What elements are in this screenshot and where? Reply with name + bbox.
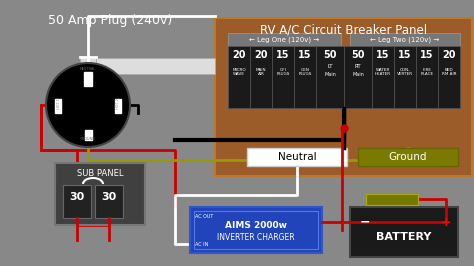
Text: 15: 15 [276, 50, 290, 60]
Bar [316, 46, 344, 108]
Bar [215, 18, 472, 176]
Text: Neutral: Neutral [278, 152, 316, 162]
Text: 50: 50 [323, 50, 337, 60]
Text: HOT 2: HOT 2 [116, 99, 120, 109]
Text: GFI
PLUGS: GFI PLUGS [276, 68, 290, 76]
Text: 15: 15 [398, 50, 412, 60]
Text: 20: 20 [254, 50, 268, 60]
Bar [190, 207, 322, 253]
Text: 30: 30 [101, 192, 117, 202]
Bar [115, 99, 121, 113]
Bar [85, 130, 92, 140]
Bar [416, 46, 438, 108]
Text: AC OUT: AC OUT [195, 214, 213, 218]
Bar [55, 99, 61, 113]
Text: SUB PANEL: SUB PANEL [77, 168, 123, 177]
Bar [394, 46, 416, 108]
Text: NEUTRAL: NEUTRAL [80, 67, 96, 71]
Bar [366, 194, 418, 205]
Text: BED
RM AIR: BED RM AIR [442, 68, 456, 76]
Text: ← Leg One (120v) →: ← Leg One (120v) → [249, 36, 319, 43]
Bar [372, 46, 394, 108]
Text: ← Leg Two (120v) →: ← Leg Two (120v) → [370, 36, 439, 43]
Text: 20: 20 [232, 50, 246, 60]
Bar [247, 148, 347, 166]
Bar [344, 46, 372, 108]
Bar [358, 148, 458, 166]
Bar [228, 46, 250, 108]
Bar [55, 163, 145, 225]
Bar [96, 58, 215, 74]
Text: CON-
VERTER: CON- VERTER [397, 68, 413, 76]
Bar [95, 185, 123, 218]
Bar [350, 33, 460, 46]
Bar [228, 33, 341, 46]
Text: 20: 20 [442, 50, 456, 60]
Text: GEN
PLUGS: GEN PLUGS [298, 68, 312, 76]
Bar [250, 46, 272, 108]
Text: 50: 50 [351, 50, 365, 60]
Text: LT: LT [327, 64, 333, 69]
Text: 15: 15 [376, 50, 390, 60]
Bar [84, 72, 92, 86]
Bar [80, 58, 96, 95]
Bar [194, 211, 318, 249]
Text: BATTERY: BATTERY [376, 232, 432, 242]
Text: AIMS 2000w: AIMS 2000w [225, 221, 287, 230]
Text: MICRO
WAVE: MICRO WAVE [232, 68, 246, 76]
Text: INVERTER CHARGER: INVERTER CHARGER [217, 232, 295, 242]
Text: MAIN
AIR: MAIN AIR [256, 68, 266, 76]
Text: HOT 1: HOT 1 [57, 99, 61, 109]
Bar [272, 46, 294, 108]
Text: RT: RT [355, 64, 361, 69]
Bar [350, 207, 458, 257]
Text: 15: 15 [298, 50, 312, 60]
Bar [294, 46, 316, 108]
Text: Main: Main [352, 73, 364, 77]
Bar [63, 185, 91, 218]
Text: WATER
HEATER: WATER HEATER [375, 68, 391, 76]
Text: Ground: Ground [389, 152, 427, 162]
Text: +: + [441, 215, 451, 228]
Circle shape [46, 63, 130, 147]
Text: AC IN: AC IN [195, 242, 209, 247]
Text: 30: 30 [69, 192, 85, 202]
Text: FIRE
PLACE: FIRE PLACE [420, 68, 434, 76]
Text: RV A/C Circuit Breaker Panel: RV A/C Circuit Breaker Panel [260, 23, 427, 36]
Text: GROUND: GROUND [80, 137, 96, 141]
Text: Main: Main [324, 73, 336, 77]
Text: 15: 15 [420, 50, 434, 60]
Text: −: − [360, 215, 370, 228]
Text: 300 AMP: 300 AMP [381, 197, 403, 202]
Text: 50 Amp Plug (240v): 50 Amp Plug (240v) [48, 14, 172, 27]
Bar [438, 46, 460, 108]
